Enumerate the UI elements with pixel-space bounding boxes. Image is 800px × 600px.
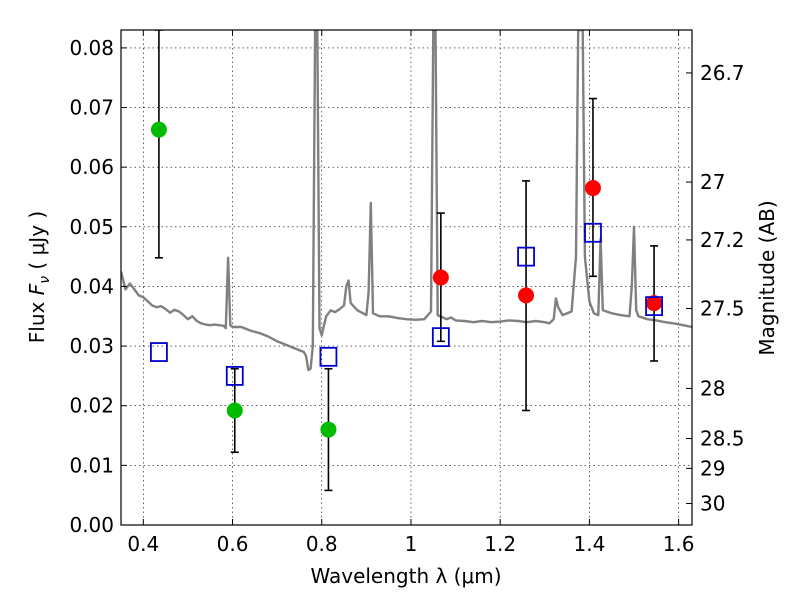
right-tick-label: 27.2 bbox=[700, 228, 745, 252]
data-point-circle bbox=[320, 421, 337, 438]
right-axis-label: Magnitude (AB) bbox=[755, 200, 779, 355]
right-tick-label: 29 bbox=[700, 456, 725, 480]
y-axis-label-subscript: ν bbox=[37, 276, 53, 284]
data-point-circle bbox=[584, 180, 601, 197]
y-tick-label: 0.03 bbox=[69, 334, 114, 358]
x-tick-label: 0.4 bbox=[127, 532, 159, 556]
tick-labels: 0.4 0.6 0.8 1 1.2 1.4 1.6 0.00 0.01 0.02 0.03 0.04 0… bbox=[69, 36, 744, 556]
y-axis-label-symbol: F bbox=[25, 283, 49, 295]
model-point-square bbox=[319, 346, 338, 367]
right-tick-label: 30 bbox=[700, 492, 725, 516]
data-point-circle bbox=[518, 287, 535, 304]
tick-marks bbox=[121, 30, 692, 526]
model-point-square bbox=[517, 246, 535, 267]
right-tick-label: 28 bbox=[700, 376, 725, 400]
data-point-circle bbox=[646, 295, 663, 312]
model-point-square bbox=[584, 222, 602, 243]
x-tick-label: 1.2 bbox=[484, 532, 516, 556]
y-tick-label: 0.08 bbox=[69, 36, 114, 60]
model-point-square bbox=[150, 342, 168, 362]
x-tick-label: 1.4 bbox=[573, 532, 605, 556]
right-tick-label: 28.5 bbox=[700, 427, 745, 451]
y-tick-label: 0.00 bbox=[69, 513, 114, 537]
grid-lines bbox=[121, 30, 692, 525]
y-axis-label-prefix: Flux bbox=[25, 295, 49, 343]
data-point-circle bbox=[226, 402, 243, 419]
right-tick-label: 26.7 bbox=[700, 61, 745, 85]
model-point-square bbox=[225, 366, 244, 386]
y-axis-label: Flux Fν ( μJy ) bbox=[25, 211, 53, 343]
right-tick-label: 27 bbox=[700, 170, 725, 194]
x-tick-label: 0.8 bbox=[306, 532, 338, 556]
right-tick-label: 27.5 bbox=[700, 297, 745, 321]
data-point-circle bbox=[432, 269, 449, 286]
x-tick-label: 0.6 bbox=[217, 532, 249, 556]
series-layer bbox=[121, 30, 692, 492]
x-tick-label: 1 bbox=[405, 532, 418, 556]
x-axis-label: Wavelength λ (μm) bbox=[310, 564, 501, 588]
y-tick-label: 0.06 bbox=[69, 155, 114, 179]
model-spectrum-line bbox=[121, 30, 692, 372]
model-point-square bbox=[431, 327, 450, 348]
data-point-circle bbox=[150, 121, 167, 138]
x-tick-label: 1.6 bbox=[663, 532, 695, 556]
y-axis-label-suffix: ( μJy ) bbox=[25, 211, 49, 276]
plot-background bbox=[121, 30, 692, 525]
y-tick-label: 0.02 bbox=[69, 394, 114, 418]
model-point-square bbox=[645, 296, 663, 317]
y-tick-label: 0.01 bbox=[69, 453, 114, 477]
y-tick-label: 0.07 bbox=[69, 96, 114, 120]
plot-frame bbox=[120, 29, 693, 526]
y-tick-label: 0.04 bbox=[69, 274, 114, 298]
y-tick-label: 0.05 bbox=[69, 215, 114, 239]
